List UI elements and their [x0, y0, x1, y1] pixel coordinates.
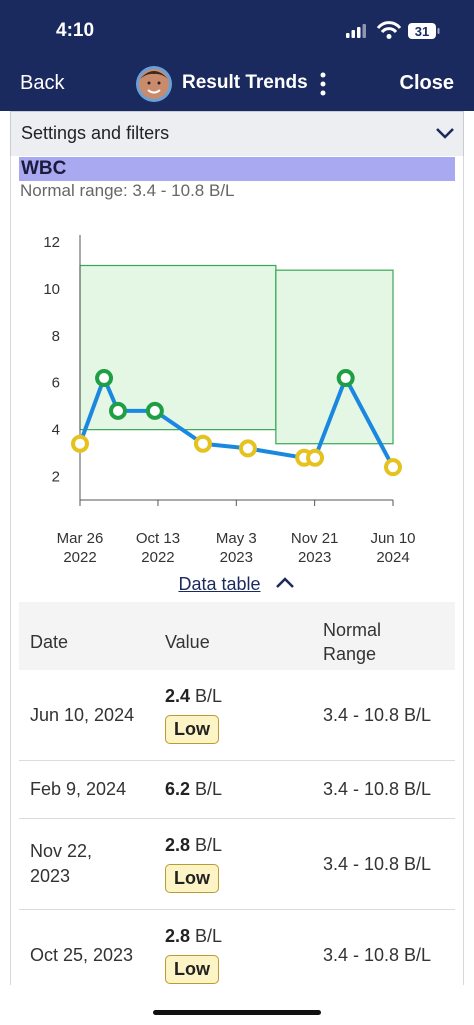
trend-line — [78, 376, 395, 469]
value-cell: 2.8 B/L Low — [165, 926, 323, 984]
flag-badge: Low — [165, 864, 219, 893]
status-icons: 31 — [346, 21, 440, 39]
normal-range-text: Normal range: 3.4 - 10.8 B/L — [20, 181, 235, 200]
y-tick-label: 12 — [43, 234, 60, 251]
y-tick-label: 4 — [52, 422, 60, 439]
data-table: Date Value Normal Range Jun 10, 2024 2.4 … — [19, 602, 455, 1001]
table-header: Date Value Normal Range — [19, 602, 455, 670]
y-tick-label: 8 — [52, 328, 60, 345]
chevron-down — [436, 128, 454, 139]
battery-level: 31 — [415, 24, 429, 39]
normal-range-band — [79, 264, 277, 431]
settings-label: Settings and filters — [21, 123, 170, 143]
unit: B/L — [195, 926, 223, 946]
data-point — [193, 434, 212, 453]
test-header: WBC — [19, 157, 455, 181]
x-tick-label: Mar 26 2022 — [56, 530, 104, 566]
data-point — [71, 434, 89, 453]
table-row: Feb 9, 2024 6.2 B/L 3.4 - 10.8 B/L — [19, 761, 455, 819]
data-point — [306, 448, 325, 467]
column-header: Date — [30, 631, 69, 652]
column-header: Value — [165, 631, 210, 652]
home-indicator — [153, 1010, 321, 1015]
avatar — [136, 66, 172, 102]
normal-range-band — [275, 269, 394, 445]
toggle-label: Data table — [178, 574, 261, 594]
data-table-toggle[interactable]: Data table — [0, 574, 474, 595]
y-tick-label: 6 — [52, 375, 60, 392]
value: 6.2 — [165, 779, 191, 799]
range-cell: 3.4 - 10.8 B/L — [323, 779, 432, 799]
data-point — [336, 369, 355, 388]
page-title: Result Trends — [182, 72, 308, 93]
table-row: Jun 10, 2024 2.4 B/L Low 3.4 - 10.8 B/L — [19, 670, 455, 761]
value-cell: 6.2 B/L — [165, 779, 323, 800]
unit: B/L — [195, 835, 223, 855]
data-point — [145, 401, 164, 420]
unit: B/L — [195, 779, 223, 799]
value: 2.8 — [165, 926, 191, 946]
x-tick-label: May 3 2023 — [215, 530, 257, 566]
table-row: Nov 22, 2023 2.8 B/L Low 3.4 - 10.8 B/L — [19, 819, 455, 910]
x-tick-label: Jun 10 2024 — [370, 530, 416, 566]
more-menu[interactable] — [318, 71, 328, 97]
column-header: Normal Range — [323, 620, 382, 664]
date-cell: Nov 22, 2023 — [30, 841, 93, 886]
x-tick-label: Nov 21 2023 — [290, 530, 339, 566]
y-tick-label: 10 — [43, 281, 60, 298]
footer — [0, 985, 474, 1025]
header: 4:10 31 Back Result Trends Close — [0, 0, 474, 111]
range-cell: 3.4 - 10.8 B/L — [323, 853, 432, 874]
data-point — [109, 401, 128, 420]
flag-badge: Low — [165, 955, 219, 984]
data-point — [238, 439, 257, 458]
date-cell: Jun 10, 2024 — [30, 704, 135, 725]
unit: B/L — [195, 686, 223, 706]
settings-bar[interactable]: Settings and filters — [10, 111, 464, 156]
back-button[interactable]: Back — [20, 72, 65, 94]
data-point — [384, 458, 402, 477]
range-cell: 3.4 - 10.8 B/L — [323, 944, 432, 965]
value-cell: 2.8 B/L Low — [165, 835, 323, 893]
y-tick-label: 2 — [52, 469, 60, 486]
value: 2.4 — [165, 686, 191, 706]
date-cell: Oct 25, 2023 — [30, 944, 134, 965]
status-time: 4:10 — [56, 20, 95, 41]
chevron-up — [275, 577, 294, 588]
flag-badge: Low — [165, 715, 219, 744]
close-button[interactable]: Close — [399, 72, 454, 94]
date-cell: Feb 9, 2024 — [30, 779, 127, 799]
value: 2.8 — [165, 835, 191, 855]
x-tick-label: Oct 13 2022 — [135, 530, 181, 566]
data-point — [95, 369, 114, 388]
chart: 2 4 6 8 10 12 — [43, 234, 402, 506]
value-cell: 2.4 B/L Low — [165, 686, 323, 744]
range-cell: 3.4 - 10.8 B/L — [323, 704, 432, 725]
test-name: WBC — [21, 158, 67, 179]
